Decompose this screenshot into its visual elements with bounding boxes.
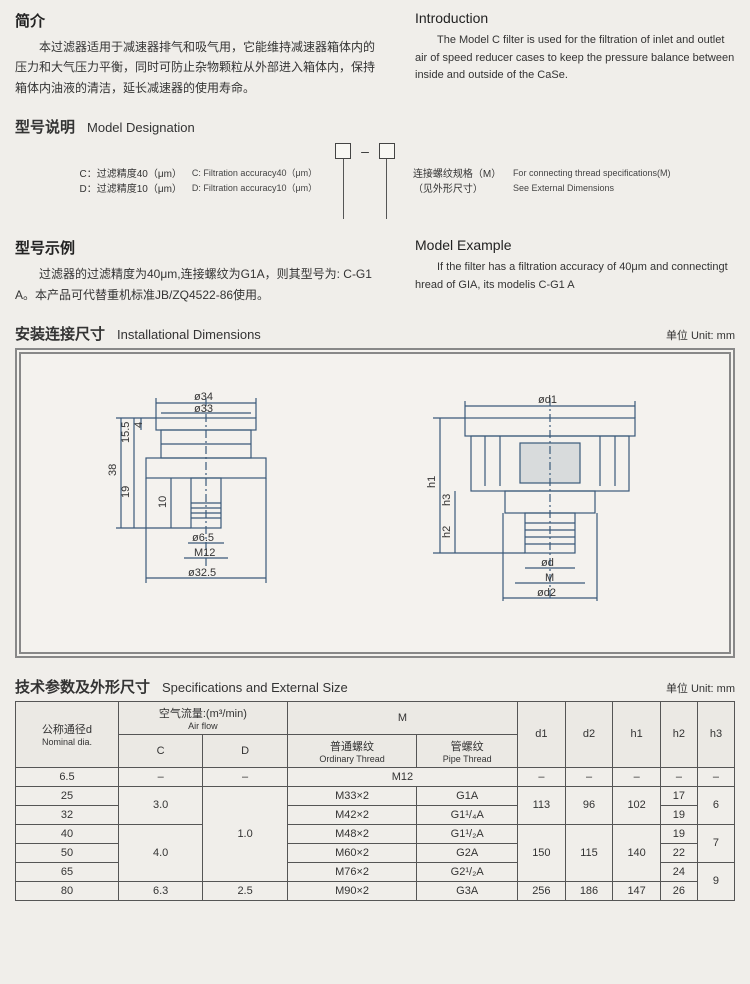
svg-text:ød: ød [541,557,554,569]
th-d: D [203,734,287,767]
th-c: C [118,734,202,767]
svg-text:10: 10 [157,496,169,508]
example-para-en: If the filter has a filtration accuracy … [415,259,735,294]
th-d2: d2 [565,701,613,767]
diagram-left: ø34 ø33 38 15.5 4 19 10 ø6.5 M12 ø32.5 [66,368,316,638]
svg-text:h1: h1 [426,476,438,488]
example-para-cn: 过滤器的过滤精度为40μm,连接螺纹为G1A，则其型号为: C-G1 A。本产品… [15,264,385,305]
th-h3: h3 [697,701,734,767]
svg-text:ø32.5: ø32.5 [188,567,216,579]
model-designation-section: 型号说明 Model Designation C：过滤精度40（μm）C: Fi… [15,116,735,219]
desig-heading-en: Model Designation [87,120,195,135]
svg-text:ød1: ød1 [538,394,557,406]
diagram-container: ø34 ø33 38 15.5 4 19 10 ø6.5 M12 ø32.5 [15,348,735,658]
desig-heading-cn: 型号说明 [15,116,75,137]
intro-heading-en: Introduction [415,10,735,26]
svg-text:ø6.5: ø6.5 [192,532,214,544]
desig-right-legend: 连接螺纹规格（M）For connecting thread specifica… [371,143,671,219]
th-h2: h2 [660,701,697,767]
desig-box-1 [335,143,351,159]
th-airflow: 空气流量:(m³/min)Air flow [118,701,287,734]
intro-right: Introduction The Model C filter is used … [415,10,735,98]
svg-text:38: 38 [107,464,119,476]
desig-dash: – [359,143,371,219]
th-d1: d1 [518,701,566,767]
svg-text:h2: h2 [441,526,453,538]
specs-table: 公称通径dNominal dia. 空气流量:(m³/min)Air flow … [15,701,735,901]
th-h1: h1 [613,701,661,767]
intro-para-cn: 本过滤器适用于减速器排气和吸气用，它能维持减速器箱体内的压力和大气压力平衡，同时… [15,37,385,98]
th-pipe: 管螺纹Pipe Thread [417,734,518,767]
example-heading-en: Model Example [415,237,735,253]
intro-section: 简介 本过滤器适用于减速器排气和吸气用，它能维持减速器箱体内的压力和大气压力平衡… [15,10,735,98]
specs-unit: 单位 Unit: mm [666,680,735,696]
specs-heading-cn: 技术参数及外形尺寸 [15,676,150,697]
svg-text:4: 4 [133,422,145,428]
install-heading-cn: 安装连接尺寸 [15,323,105,344]
svg-text:M12: M12 [194,547,215,559]
desig-box-2 [379,143,395,159]
th-ord: 普通螺纹Ordinary Thread [287,734,416,767]
specs-heading-en: Specifications and External Size [162,680,348,695]
specs-section: 技术参数及外形尺寸 Specifications and External Si… [15,676,735,901]
th-nominal: 公称通径dNominal dia. [16,701,119,767]
install-heading-en: Installational Dimensions [117,327,261,342]
svg-text:M: M [545,572,554,584]
svg-text:h3: h3 [441,494,453,506]
svg-text:ød2: ød2 [537,587,556,599]
intro-para-en: The Model C filter is used for the filtr… [415,32,735,85]
svg-text:ø33: ø33 [194,403,213,415]
diagram-right: ød1 h1 h3 h2 ød M ød2 [385,368,685,638]
table-row: 806.32.5 M90×2G3A 25618614726 [16,881,735,900]
desig-left-legend: C：过滤精度40（μm）C: Filtration accuracy40（μm）… [79,143,359,219]
table-row: 404.0 M48×2G1¹/₂A 150115140197 [16,824,735,843]
install-unit: 单位 Unit: mm [666,327,735,343]
table-row: 6.5–– M12 ––––– [16,767,735,786]
intro-heading-cn: 简介 [15,10,385,31]
install-section: 安装连接尺寸 Installational Dimensions 单位 Unit… [15,323,735,658]
th-m: M [287,701,517,734]
table-row: 253.01.0 M33×2G1A 11396102176 [16,786,735,805]
svg-text:15.5: 15.5 [120,422,132,443]
svg-text:ø34: ø34 [194,391,213,403]
svg-text:19: 19 [120,486,132,498]
intro-left: 简介 本过滤器适用于减速器排气和吸气用，它能维持减速器箱体内的压力和大气压力平衡… [15,10,385,98]
example-heading-cn: 型号示例 [15,237,385,258]
model-example-section: 型号示例 过滤器的过滤精度为40μm,连接螺纹为G1A，则其型号为: C-G1 … [15,237,735,305]
